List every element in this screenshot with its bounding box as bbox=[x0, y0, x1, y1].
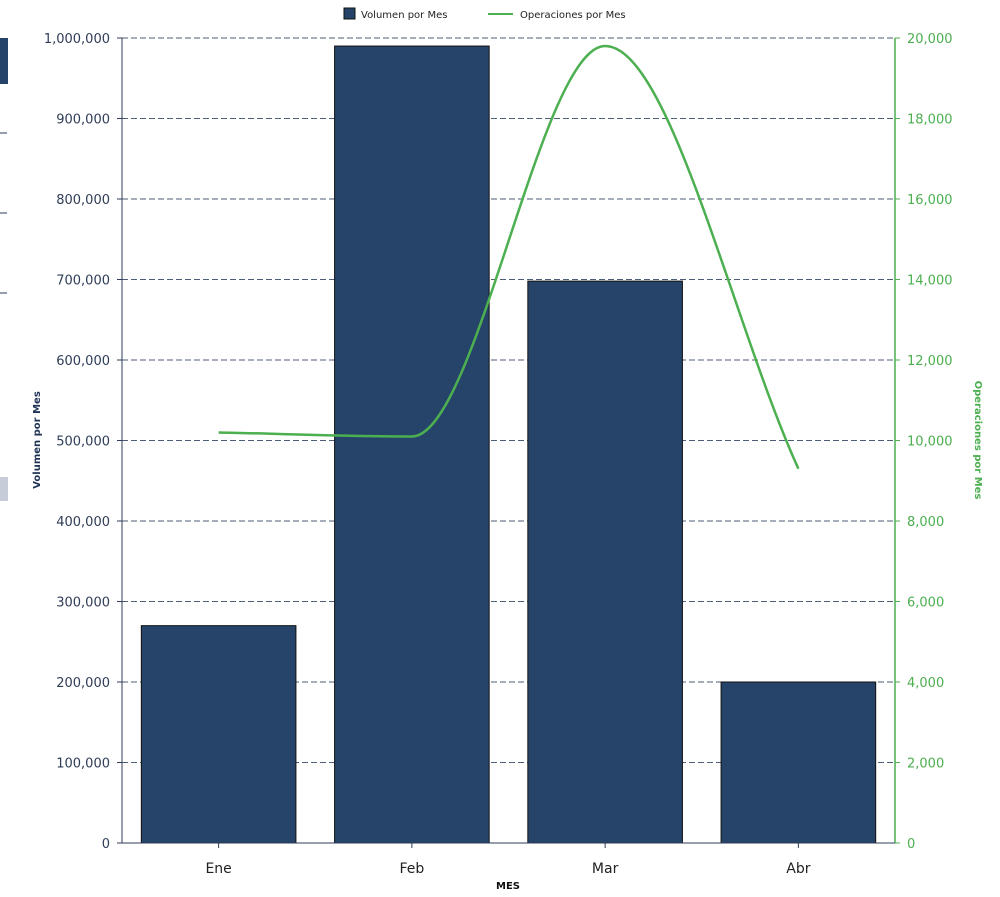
y-tick-label-left: 100,000 bbox=[56, 757, 110, 772]
y-tick-label-right: 18,000 bbox=[907, 113, 953, 128]
bar-mar bbox=[527, 280, 683, 844]
legend-label-bar: Volumen por Mes bbox=[361, 10, 447, 21]
y-tick-label-left: 200,000 bbox=[56, 676, 110, 691]
x-tick-label: Mar bbox=[592, 861, 619, 877]
y-tick-label-left: 1,000,000 bbox=[44, 32, 110, 47]
y-tick-label-left: 400,000 bbox=[56, 515, 110, 530]
y-tick-label-right: 6,000 bbox=[907, 596, 944, 611]
y-tick-label-left: 500,000 bbox=[56, 435, 110, 450]
x-tick-label: Feb bbox=[399, 861, 424, 877]
y-tick-label-right: 14,000 bbox=[907, 274, 953, 289]
x-axis-title: MES bbox=[496, 881, 520, 892]
y-tick-label-left: 0 bbox=[102, 837, 110, 852]
y-tick-label-left: 300,000 bbox=[56, 596, 110, 611]
y-tick-label-right: 2,000 bbox=[907, 757, 944, 772]
line-operaciones bbox=[218, 44, 800, 470]
x-tick-label: Abr bbox=[786, 861, 810, 877]
y-tick-label-right: 10,000 bbox=[907, 435, 953, 450]
y-tick-label-left: 700,000 bbox=[56, 274, 110, 289]
legend-swatch-bar bbox=[343, 7, 356, 20]
tick-labels: 0 0 100,000 2,000 200,000 4,000 300,000 6,000 40… bbox=[44, 32, 953, 877]
bar-ene bbox=[140, 625, 297, 844]
y-tick-label-left: 600,000 bbox=[56, 354, 110, 369]
left-edge-fragment bbox=[0, 38, 8, 501]
y-tick-label-right: 4,000 bbox=[907, 676, 944, 691]
y-tick-label-right: 12,000 bbox=[907, 354, 953, 369]
y-axis-left-title: Volumen por Mes bbox=[32, 391, 43, 489]
y-tick-label-right: 16,000 bbox=[907, 193, 953, 208]
y-tick-label-right: 8,000 bbox=[907, 515, 944, 530]
y-tick-label-right: 20,000 bbox=[907, 32, 953, 47]
line-series bbox=[218, 44, 800, 470]
edge-fragment-light bbox=[0, 477, 8, 501]
edge-fragment-dark bbox=[0, 38, 8, 84]
y-tick-label-right: 0 bbox=[907, 837, 915, 852]
y-tick-label-left: 800,000 bbox=[56, 193, 110, 208]
bar-abr bbox=[720, 681, 877, 844]
legend-label-line: Operaciones por Mes bbox=[520, 10, 626, 21]
y-tick-label-left: 900,000 bbox=[56, 113, 110, 128]
bar-series bbox=[140, 45, 877, 844]
y-axis-right-title: Operaciones por Mes bbox=[972, 381, 983, 500]
bar-feb bbox=[334, 45, 490, 844]
x-tick-label: Ene bbox=[205, 861, 231, 877]
legend: Volumen por Mes Operaciones por Mes bbox=[343, 7, 626, 21]
